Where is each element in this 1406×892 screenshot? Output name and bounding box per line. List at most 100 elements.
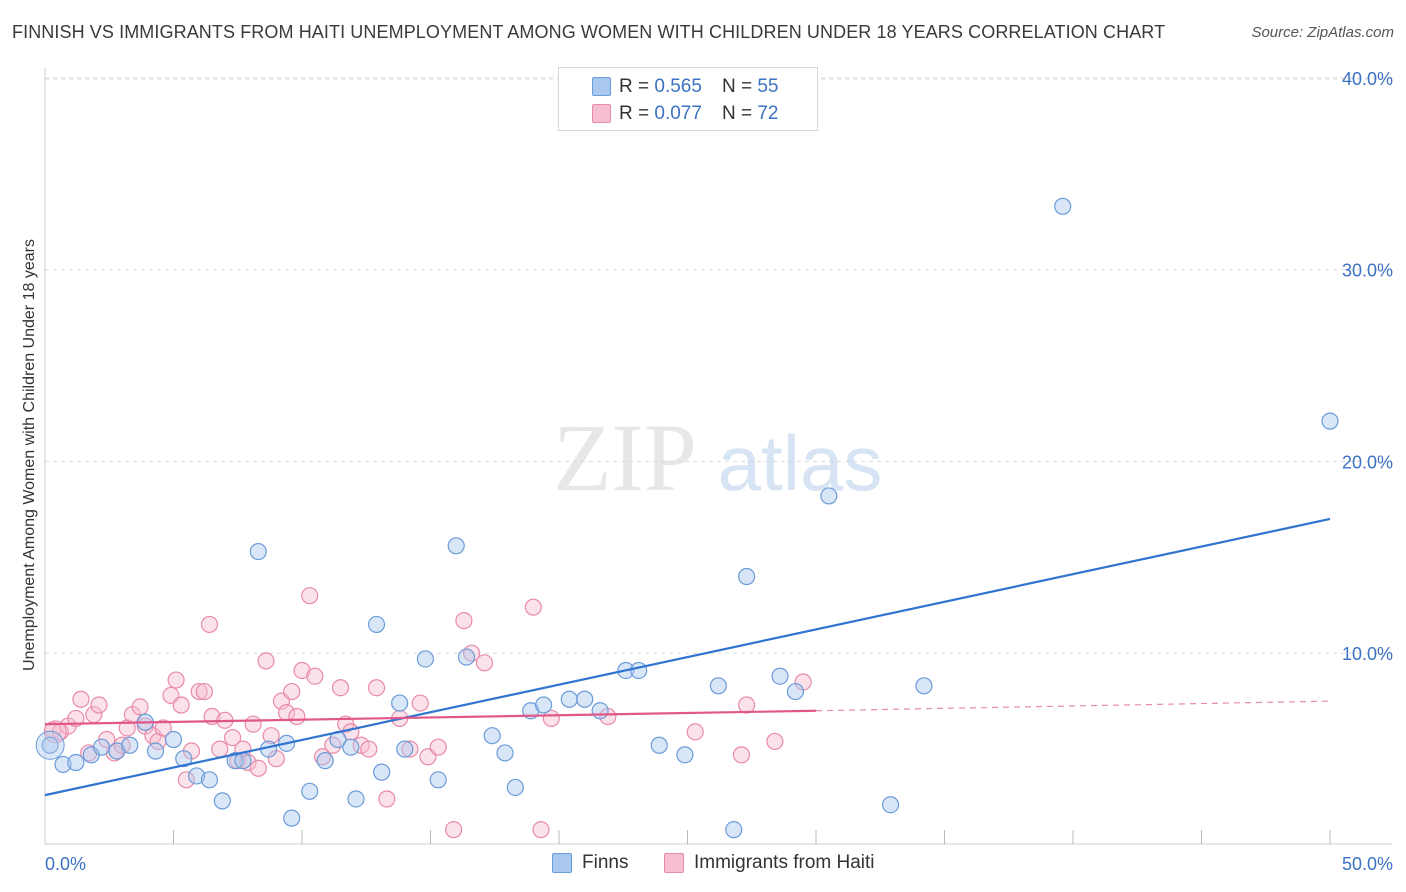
data-point-finns bbox=[506, 778, 524, 797]
data-point-haiti bbox=[301, 587, 319, 605]
y-tick-label: 30.0% bbox=[1342, 261, 1393, 281]
bottom-swatch-haiti bbox=[664, 853, 684, 873]
trend-line-haiti-extrapolated bbox=[815, 700, 1331, 712]
data-point-haiti bbox=[411, 694, 429, 712]
bottom-label-finns: Finns bbox=[582, 852, 629, 873]
data-point-finns bbox=[175, 750, 193, 768]
data-point-finns-cluster bbox=[35, 730, 65, 760]
data-point-finns bbox=[560, 690, 578, 708]
data-point-haiti bbox=[200, 615, 219, 634]
legend-r-label-finns: R = bbox=[619, 76, 650, 97]
data-point-haiti bbox=[131, 698, 149, 716]
data-point-finns bbox=[881, 796, 900, 814]
data-point-finns bbox=[820, 487, 838, 505]
gridlines bbox=[45, 77, 1392, 654]
data-point-haiti bbox=[360, 740, 378, 758]
data-point-finns bbox=[915, 677, 933, 695]
data-point-finns bbox=[1054, 197, 1072, 215]
data-point-haiti bbox=[72, 690, 90, 708]
data-point-finns bbox=[347, 790, 365, 808]
legend: R = 0.565 N = 55 R = 0.077 N = 72 bbox=[558, 67, 818, 131]
data-point-finns bbox=[200, 771, 219, 789]
data-point-finns bbox=[771, 667, 789, 685]
data-point-haiti bbox=[766, 732, 784, 751]
data-point-haiti bbox=[331, 679, 350, 697]
data-point-finns bbox=[54, 755, 72, 774]
data-point-haiti bbox=[429, 738, 447, 756]
data-point-haiti bbox=[195, 682, 213, 701]
data-point-finns bbox=[342, 738, 360, 756]
trend-line-finns bbox=[44, 517, 1331, 797]
data-point-haiti bbox=[154, 719, 172, 737]
data-point-finns bbox=[283, 809, 301, 827]
x-tick-label: 50.0% bbox=[1342, 854, 1393, 874]
data-point-haiti bbox=[378, 790, 396, 808]
bottom-legend-finns: Finns bbox=[552, 852, 629, 874]
data-point-haiti bbox=[288, 707, 306, 726]
data-point-finns bbox=[396, 740, 414, 758]
data-point-finns bbox=[67, 753, 85, 772]
legend-swatch-haiti bbox=[592, 104, 611, 123]
data-point-finns bbox=[496, 744, 514, 762]
trend-lines bbox=[44, 517, 1331, 797]
data-point-haiti bbox=[177, 771, 195, 789]
data-point-haiti bbox=[455, 611, 473, 630]
data-point-haiti bbox=[244, 715, 262, 733]
legend-n-label-haiti: N = bbox=[721, 103, 753, 124]
legend-row-haiti: R = 0.077 N = 72 bbox=[592, 102, 778, 126]
data-point-finns bbox=[188, 767, 206, 785]
data-point-haiti bbox=[352, 736, 370, 754]
legend-r-value-finns: 0.565 bbox=[654, 76, 702, 97]
data-point-finns bbox=[676, 746, 694, 764]
trend-line-haiti bbox=[44, 709, 817, 726]
y-tick-label: 20.0% bbox=[1342, 452, 1393, 472]
data-point-haiti bbox=[475, 654, 494, 672]
data-point-finns bbox=[249, 542, 267, 561]
data-point-haiti bbox=[367, 679, 386, 697]
data-point-finns bbox=[457, 648, 476, 666]
bottom-swatch-finns bbox=[552, 853, 572, 873]
data-point-finns bbox=[534, 696, 553, 714]
data-point-haiti bbox=[211, 740, 229, 758]
legend-r-value-haiti: 0.077 bbox=[654, 103, 702, 124]
legend-row-finns: R = 0.565 N = 55 bbox=[592, 75, 779, 99]
bottom-label-haiti: Immigrants from Haiti bbox=[694, 852, 875, 873]
data-point-finns bbox=[709, 677, 727, 695]
data-point-finns bbox=[483, 727, 501, 745]
data-point-haiti bbox=[686, 723, 704, 741]
data-point-haiti bbox=[306, 667, 324, 685]
tick-labels: 10.0% 20.0% 30.0% 40.0% 0.0% 50.0% bbox=[45, 69, 1393, 874]
x-tick-label: 0.0% bbox=[45, 854, 86, 874]
data-point-finns bbox=[429, 771, 447, 789]
data-point-finns bbox=[234, 752, 252, 770]
data-point-finns bbox=[391, 694, 409, 712]
legend-n-label-finns: N = bbox=[721, 76, 753, 97]
data-point-haiti bbox=[445, 821, 463, 839]
data-point-finns bbox=[650, 736, 668, 754]
data-point-haiti bbox=[67, 709, 85, 728]
axes bbox=[44, 68, 1392, 845]
data-point-haiti bbox=[249, 759, 267, 777]
data-point-finns bbox=[92, 738, 111, 756]
data-point-finns bbox=[121, 736, 139, 754]
data-point-haiti bbox=[224, 728, 242, 747]
data-point-finns bbox=[373, 763, 391, 781]
data-point-finns bbox=[416, 650, 434, 668]
data-point-haiti bbox=[190, 682, 208, 701]
data-point-finns bbox=[316, 752, 334, 770]
bottom-legend-haiti: Immigrants from Haiti bbox=[664, 852, 875, 874]
data-point-haiti bbox=[257, 652, 275, 670]
data-point-finns bbox=[164, 730, 183, 749]
data-point-haiti bbox=[262, 727, 280, 745]
legend-n-value-finns: 55 bbox=[757, 76, 779, 97]
series-finns-points bbox=[35, 197, 1339, 839]
y-tick-label: 40.0% bbox=[1342, 69, 1393, 89]
data-point-haiti bbox=[732, 746, 751, 764]
legend-swatch-finns bbox=[592, 77, 611, 96]
data-point-finns bbox=[630, 661, 648, 680]
legend-r-label-haiti: R = bbox=[619, 103, 650, 124]
data-point-haiti bbox=[90, 696, 108, 714]
chart-title: FINNISH VS IMMIGRANTS FROM HAITI UNEMPLO… bbox=[12, 22, 1166, 42]
data-point-haiti bbox=[738, 696, 756, 714]
